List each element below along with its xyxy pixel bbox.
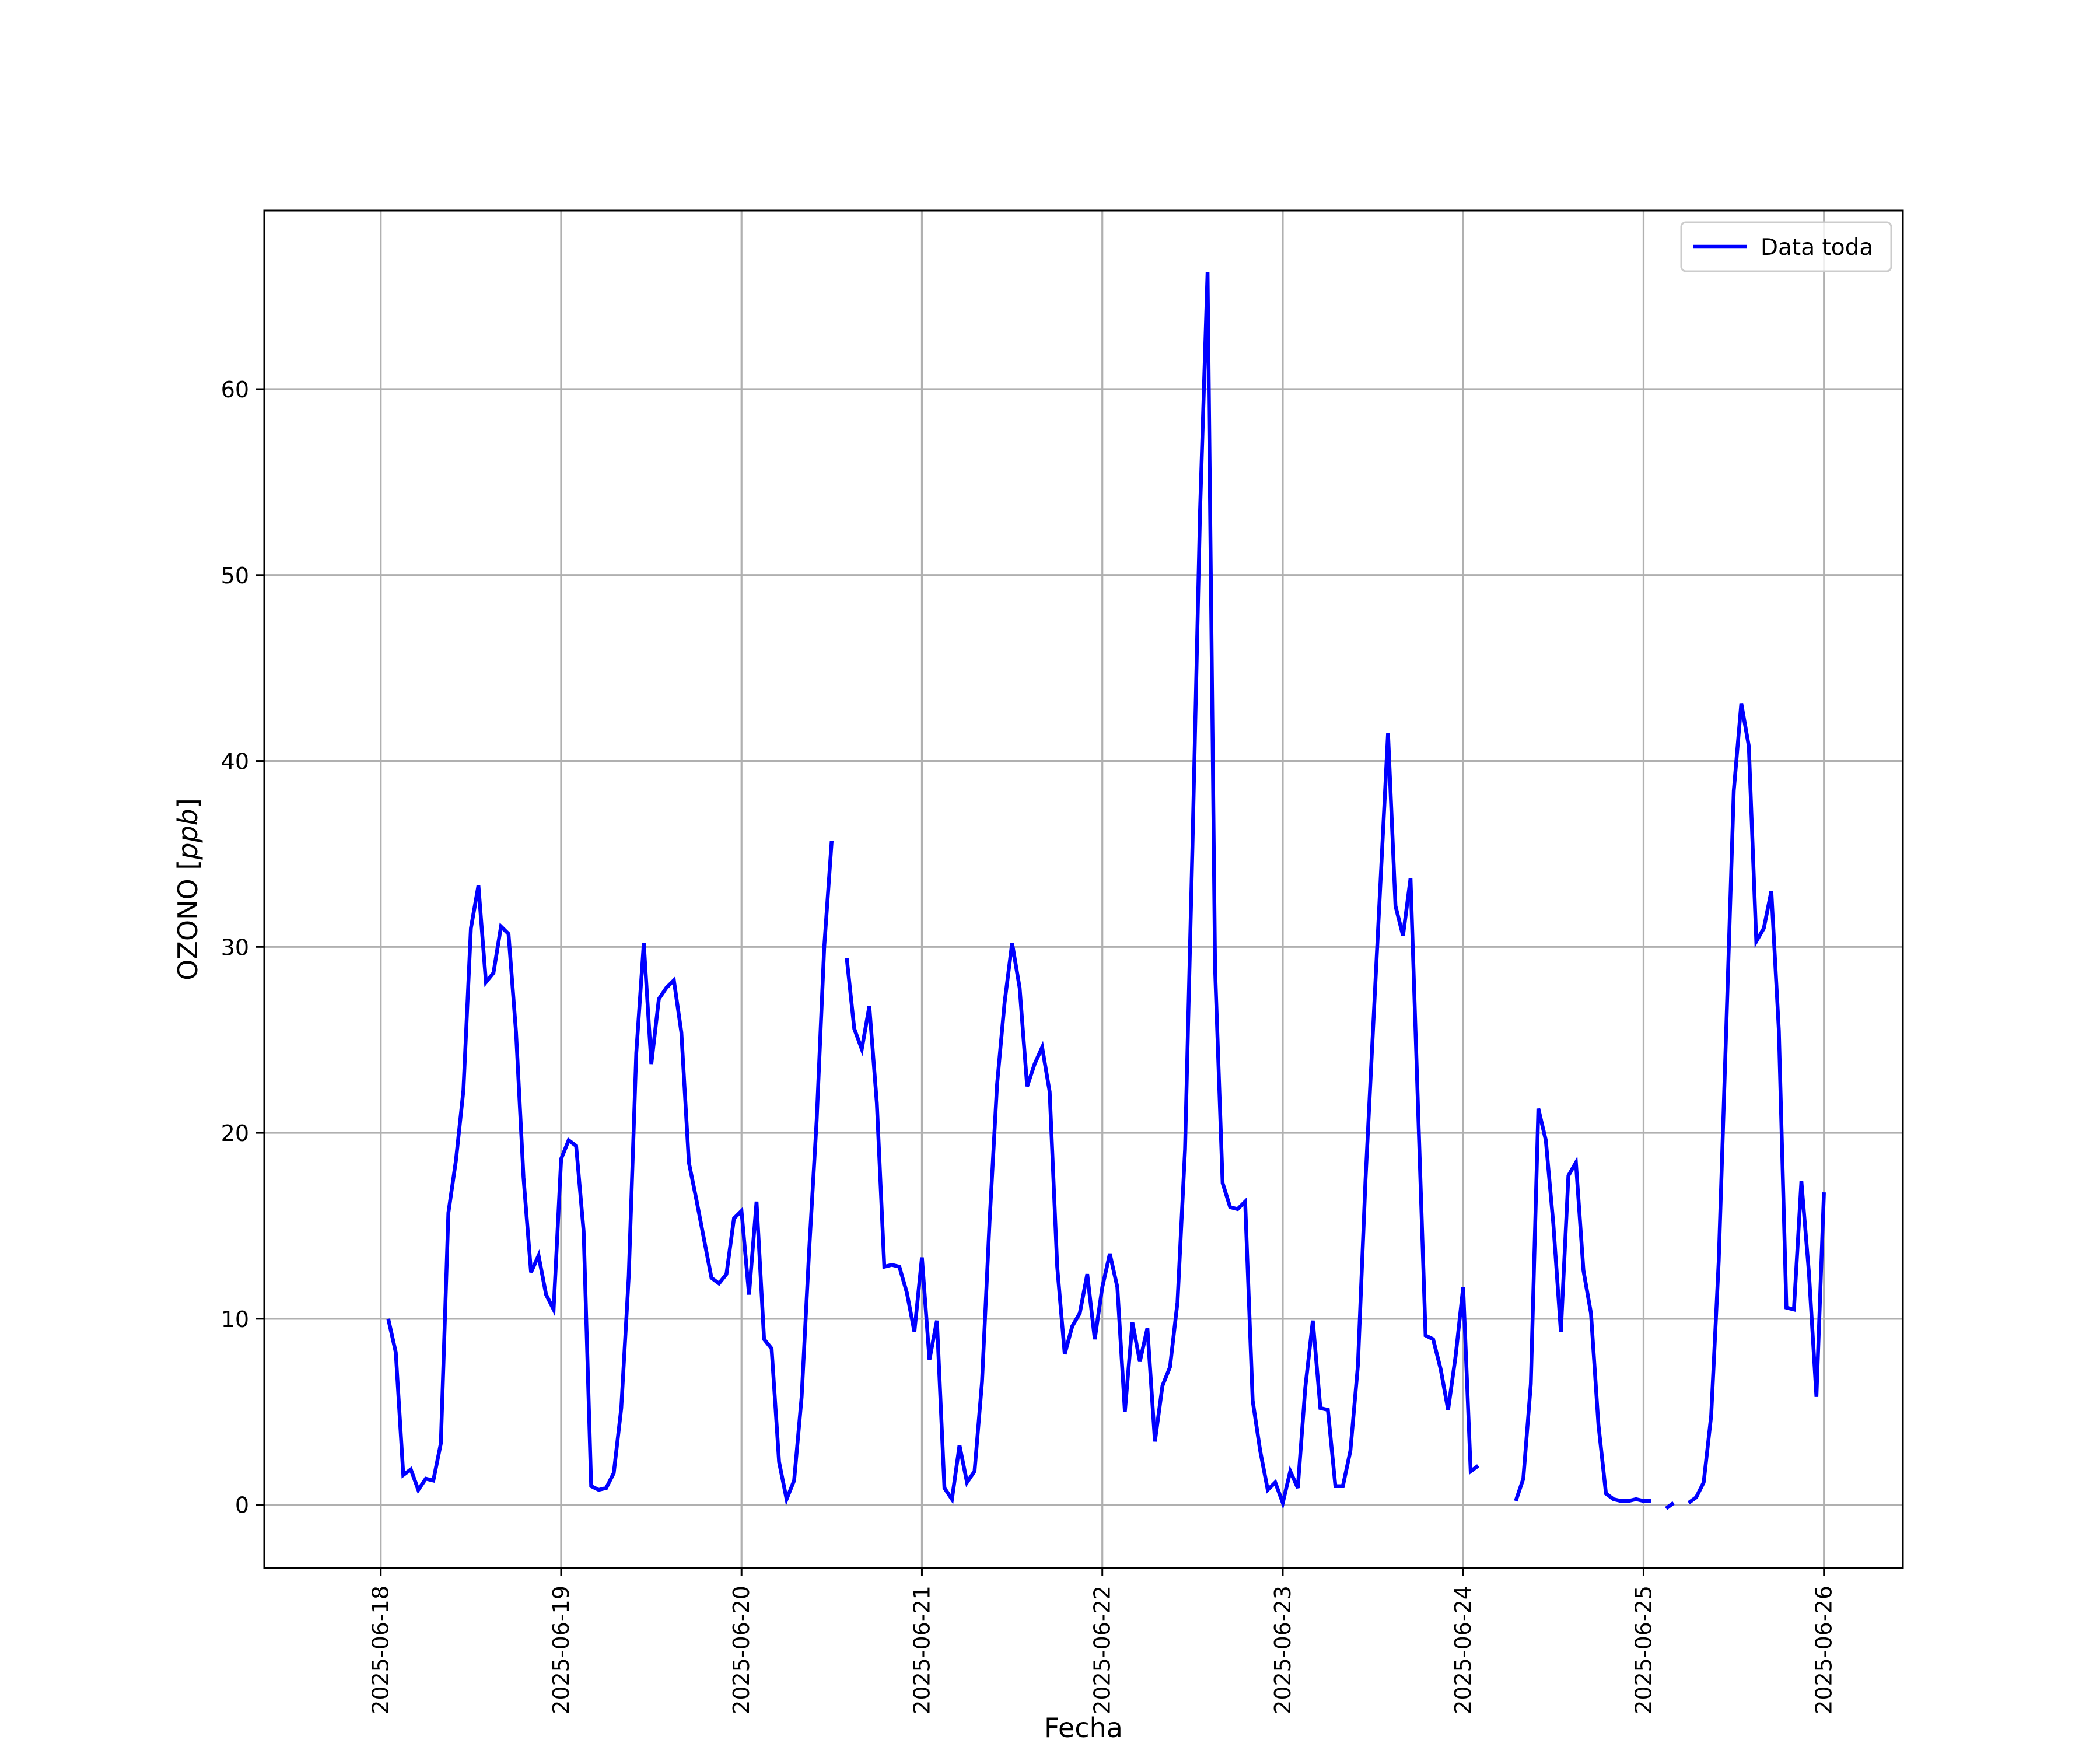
series-line-segment xyxy=(845,272,1479,1510)
y-tick-label: 50 xyxy=(221,563,249,589)
x-tick-label: 2025-06-24 xyxy=(1450,1586,1476,1714)
legend-label: Data toda xyxy=(1760,235,1873,261)
x-tick-label: 2025-06-19 xyxy=(548,1586,574,1714)
y-axis-label: OZONO [ppb] xyxy=(172,798,204,981)
x-tick-label: 2025-06-25 xyxy=(1630,1586,1656,1714)
x-tick-label: 2025-06-21 xyxy=(909,1586,935,1714)
x-axis-label: Fecha xyxy=(1044,1712,1123,1744)
axes-spines xyxy=(263,209,1904,1569)
x-tick-label: 2025-06-23 xyxy=(1270,1586,1296,1714)
series-line-segment xyxy=(386,841,834,1506)
x-tick-label: 2025-06-18 xyxy=(368,1586,394,1714)
x-tick-label: 2025-06-22 xyxy=(1090,1586,1115,1714)
legend-box xyxy=(1680,221,1892,272)
y-tick-label: 60 xyxy=(221,377,249,402)
y-tick-label: 0 xyxy=(235,1493,249,1518)
legend: Data toda xyxy=(1680,221,1892,272)
x-tick-label: 2025-06-26 xyxy=(1811,1586,1837,1714)
data-series xyxy=(386,272,1826,1510)
y-tick-label: 30 xyxy=(221,935,249,960)
y-tick-label: 20 xyxy=(221,1121,249,1146)
y-tick-label: 40 xyxy=(221,749,249,775)
axis-labels: Fecha OZONO [ppb] xyxy=(172,798,1123,1744)
series-line-segment xyxy=(1687,703,1826,1505)
x-tick-label: 2025-06-20 xyxy=(729,1586,754,1714)
series-line-segment xyxy=(1514,1108,1651,1503)
plot-area xyxy=(264,211,1903,1568)
series-line-segment xyxy=(1665,1501,1675,1510)
plot-background xyxy=(264,211,1903,1568)
plot-frame xyxy=(263,209,1904,1569)
grid-lines xyxy=(264,211,1903,1568)
y-tick-label: 10 xyxy=(221,1307,249,1332)
axis-ticks: 2025-06-18 2025-06-19 2025-06-20 2025-06-21… xyxy=(221,377,1837,1714)
